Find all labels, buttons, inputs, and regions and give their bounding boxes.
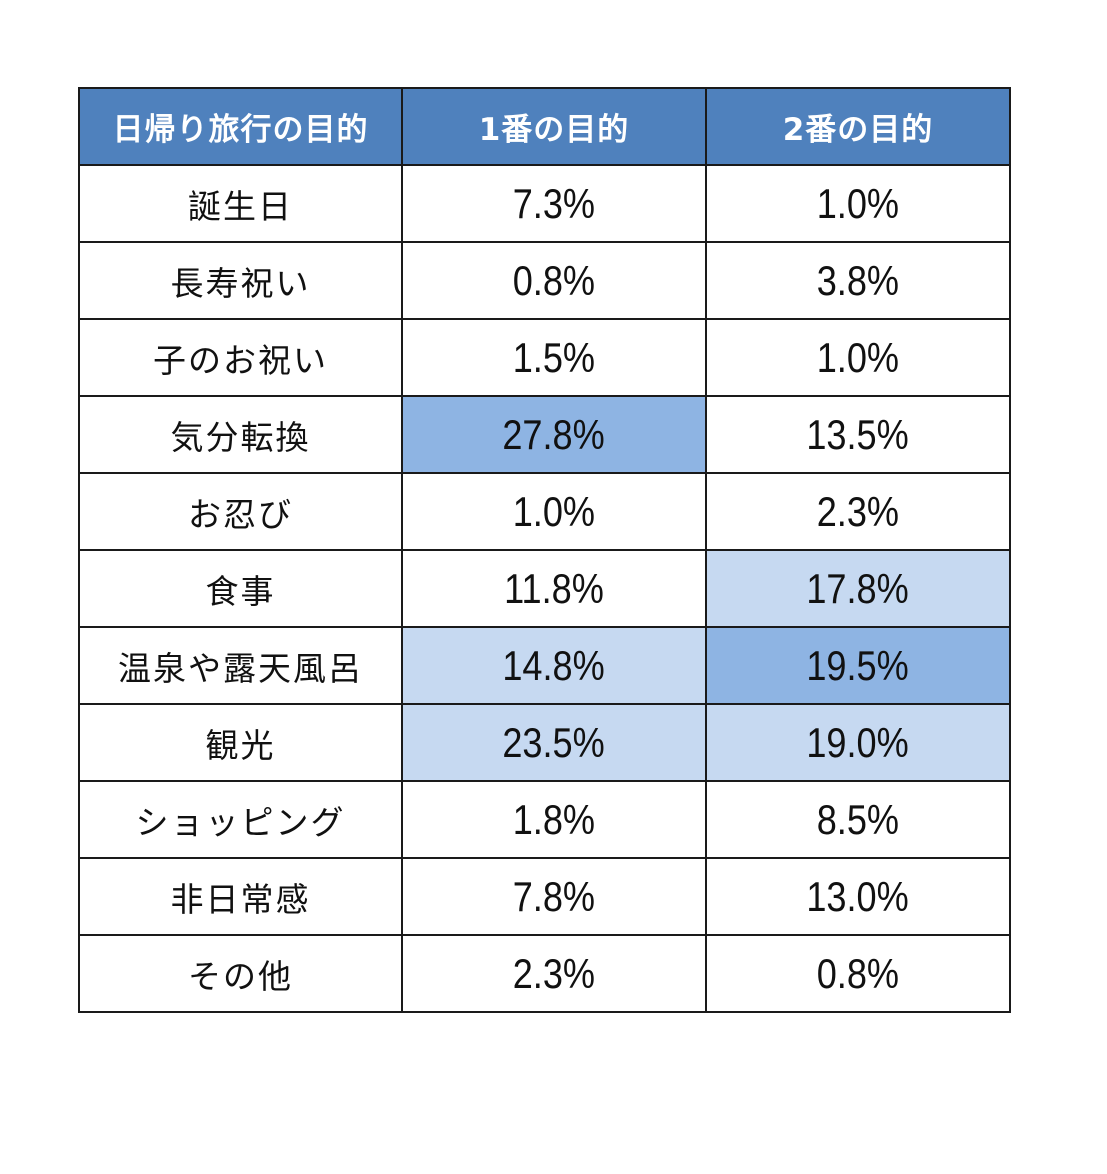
first-purpose-value: 14.8% [401, 626, 707, 705]
value-text: 1.8% [512, 795, 596, 843]
value-text: 2.3% [512, 949, 596, 997]
value-text: 13.5% [806, 410, 910, 458]
purpose-table-container: 日帰り旅行の目的 1番の目的 2番の目的 誕生日 7.3% 1.0% 長寿祝い 0.8%… [78, 87, 1011, 1013]
row-label: 温泉や露天風呂 [78, 626, 403, 705]
second-purpose-value: 3.8% [705, 241, 1011, 320]
second-purpose-value: 0.8% [705, 934, 1011, 1013]
header-second-purpose: 2番の目的 [705, 87, 1011, 166]
value-text: 0.8% [816, 949, 900, 997]
row-label: 気分転換 [78, 395, 403, 474]
row-label: 観光 [78, 703, 403, 782]
second-purpose-value: 2.3% [705, 472, 1011, 551]
row-label: 誕生日 [78, 164, 403, 243]
second-purpose-value: 13.0% [705, 857, 1011, 936]
header-purpose: 日帰り旅行の目的 [78, 87, 403, 166]
value-text: 23.5% [502, 718, 606, 766]
table-row: 長寿祝い 0.8% 3.8% [78, 241, 1011, 320]
table-row: その他 2.3% 0.8% [78, 934, 1011, 1013]
table-row: 子のお祝い 1.5% 1.0% [78, 318, 1011, 397]
row-label: 非日常感 [78, 857, 403, 936]
second-purpose-value: 1.0% [705, 318, 1011, 397]
table-row: 気分転換 27.8% 13.5% [78, 395, 1011, 474]
row-label: 子のお祝い [78, 318, 403, 397]
table-row: 食事 11.8% 17.8% [78, 549, 1011, 628]
value-text: 1.0% [512, 487, 596, 535]
second-purpose-value: 13.5% [705, 395, 1011, 474]
value-text: 7.8% [512, 872, 596, 920]
second-purpose-value: 19.0% [705, 703, 1011, 782]
second-purpose-value: 17.8% [705, 549, 1011, 628]
first-purpose-value: 27.8% [401, 395, 707, 474]
row-label: 長寿祝い [78, 241, 403, 320]
value-text: 17.8% [806, 564, 910, 612]
header-row: 日帰り旅行の目的 1番の目的 2番の目的 [78, 87, 1011, 166]
value-text: 0.8% [512, 256, 596, 304]
row-label: お忍び [78, 472, 403, 551]
second-purpose-value: 1.0% [705, 164, 1011, 243]
table-row: 観光 23.5% 19.0% [78, 703, 1011, 782]
value-text: 2.3% [816, 487, 900, 535]
value-text: 1.0% [816, 179, 900, 227]
first-purpose-value: 2.3% [401, 934, 707, 1013]
table-row: ショッピング 1.8% 8.5% [78, 780, 1011, 859]
purpose-table: 日帰り旅行の目的 1番の目的 2番の目的 誕生日 7.3% 1.0% 長寿祝い 0.8%… [78, 87, 1011, 1013]
table-row: 誕生日 7.3% 1.0% [78, 164, 1011, 243]
value-text: 13.0% [806, 872, 910, 920]
first-purpose-value: 1.5% [401, 318, 707, 397]
value-text: 1.0% [816, 333, 900, 381]
header-first-purpose: 1番の目的 [401, 87, 707, 166]
first-purpose-value: 1.0% [401, 472, 707, 551]
first-purpose-value: 11.8% [401, 549, 707, 628]
row-label: その他 [78, 934, 403, 1013]
value-text: 19.0% [806, 718, 910, 766]
first-purpose-value: 23.5% [401, 703, 707, 782]
value-text: 27.8% [502, 410, 606, 458]
table-body: 誕生日 7.3% 1.0% 長寿祝い 0.8% 3.8% 子のお祝い 1.5% 1.0% 気分転換… [78, 164, 1011, 1013]
first-purpose-value: 7.8% [401, 857, 707, 936]
value-text: 7.3% [512, 179, 596, 227]
first-purpose-value: 1.8% [401, 780, 707, 859]
second-purpose-value: 19.5% [705, 626, 1011, 705]
table-row: 非日常感 7.8% 13.0% [78, 857, 1011, 936]
value-text: 1.5% [512, 333, 596, 381]
table-row: 温泉や露天風呂 14.8% 19.5% [78, 626, 1011, 705]
value-text: 19.5% [806, 641, 910, 689]
row-label: 食事 [78, 549, 403, 628]
row-label: ショッピング [78, 780, 403, 859]
value-text: 3.8% [816, 256, 900, 304]
second-purpose-value: 8.5% [705, 780, 1011, 859]
first-purpose-value: 0.8% [401, 241, 707, 320]
first-purpose-value: 7.3% [401, 164, 707, 243]
table-row: お忍び 1.0% 2.3% [78, 472, 1011, 551]
value-text: 11.8% [504, 564, 604, 612]
value-text: 14.8% [502, 641, 606, 689]
value-text: 8.5% [816, 795, 900, 843]
